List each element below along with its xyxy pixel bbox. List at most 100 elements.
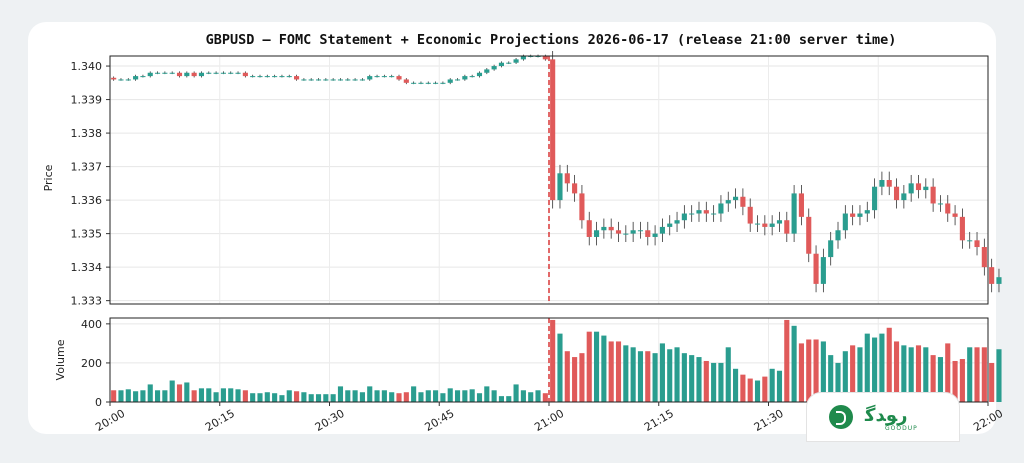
candle-body [908, 183, 914, 194]
logo-mark-icon [829, 405, 853, 429]
candle-body [886, 180, 892, 187]
volume-bar [462, 390, 468, 402]
volume-bar [433, 390, 439, 402]
candle-body [272, 76, 278, 78]
candle-body [630, 230, 636, 234]
candle-body [974, 240, 980, 248]
price-axis-label: Price [42, 164, 55, 191]
volume-bar [447, 388, 453, 402]
volume-bar [930, 355, 936, 402]
candle-body [242, 72, 248, 77]
candle-body [411, 82, 417, 84]
volume-bar [418, 392, 424, 402]
candle-body [169, 72, 175, 74]
volume-tick-label: 400 [81, 318, 102, 331]
volume-bar [820, 341, 826, 402]
candle-body [850, 213, 856, 217]
volume-bar [454, 390, 461, 402]
candle-body [133, 76, 139, 80]
x-tick-label: 20:15 [203, 407, 237, 434]
volume-bar [235, 389, 241, 402]
candle-body [967, 240, 973, 242]
candle-body [506, 62, 512, 64]
volume-bar [169, 380, 175, 402]
candle-body [520, 56, 526, 60]
volume-bar [337, 386, 344, 402]
candle-body [250, 76, 256, 78]
candle-body [667, 223, 673, 227]
volume-bar [850, 345, 856, 402]
candle-body [191, 72, 197, 77]
candle-body [154, 72, 161, 74]
volume-bar [542, 393, 548, 402]
chart-title: GBPUSD — FOMC Statement + Economic Proje… [206, 32, 897, 48]
volume-bar [754, 380, 761, 402]
price-tick-label: 1.333 [71, 295, 103, 308]
volume-bar [272, 393, 278, 402]
logo-sub-text: GOODUP [885, 425, 918, 432]
volume-bar [893, 341, 900, 402]
volume-bar [286, 390, 292, 402]
candle-body [147, 72, 153, 77]
volume-bar [608, 341, 614, 402]
volume-bar [740, 374, 746, 402]
volume-bar [564, 351, 570, 402]
candle-body [345, 79, 351, 81]
volume-bar [667, 349, 673, 402]
candle-body [718, 203, 724, 214]
logo-brand-text: ﺭﻮﺪﮔ [865, 405, 909, 426]
volume-bar [798, 343, 804, 402]
candle-body [301, 79, 307, 81]
volume-bar [206, 388, 212, 402]
volume-bar [220, 388, 226, 402]
candle-body [593, 230, 600, 237]
volume-bar [396, 393, 402, 402]
volume-bar [528, 392, 534, 402]
price-tick-label: 1.334 [71, 261, 103, 274]
volume-bar [315, 394, 322, 402]
candle-body [323, 79, 329, 81]
candle-body [184, 72, 190, 77]
volume-bar [359, 392, 365, 402]
candle-body [433, 82, 439, 84]
volume-bar [842, 351, 848, 402]
candle-body [645, 230, 651, 237]
volume-bar [718, 362, 724, 402]
candle-body [352, 79, 358, 81]
candle-body [733, 196, 739, 201]
volume-bar [572, 357, 578, 402]
candle-body [337, 79, 344, 81]
candle-body [454, 79, 461, 81]
candle-body [747, 206, 753, 224]
candle-body [330, 79, 336, 81]
candle-body [711, 213, 717, 215]
volume-bar [469, 389, 475, 402]
volume-bar [586, 331, 592, 402]
volume-bar [989, 362, 995, 402]
volume-bar [828, 355, 834, 402]
candle-body [235, 72, 241, 74]
volume-bar [762, 376, 768, 402]
candle-body [937, 203, 944, 205]
volume-bar [981, 347, 987, 402]
volume-bar [674, 347, 680, 402]
volume-bar [411, 386, 417, 402]
volume-bar [330, 394, 336, 402]
volume-bar [301, 392, 307, 402]
candle-body [996, 277, 1002, 284]
volume-bar [601, 335, 607, 402]
candle-body [681, 213, 687, 221]
volume-bar [520, 390, 526, 402]
volume-bar [425, 390, 431, 402]
volume-bar [381, 390, 387, 402]
candle-body [572, 183, 578, 194]
volume-bar [440, 393, 446, 402]
candle-body [623, 233, 629, 235]
candle-body [425, 82, 431, 84]
volume-bar [806, 339, 812, 402]
volume-bar [703, 360, 709, 402]
volume-bar [389, 392, 395, 402]
volume-bar [623, 345, 629, 402]
volume-bar [630, 347, 636, 402]
